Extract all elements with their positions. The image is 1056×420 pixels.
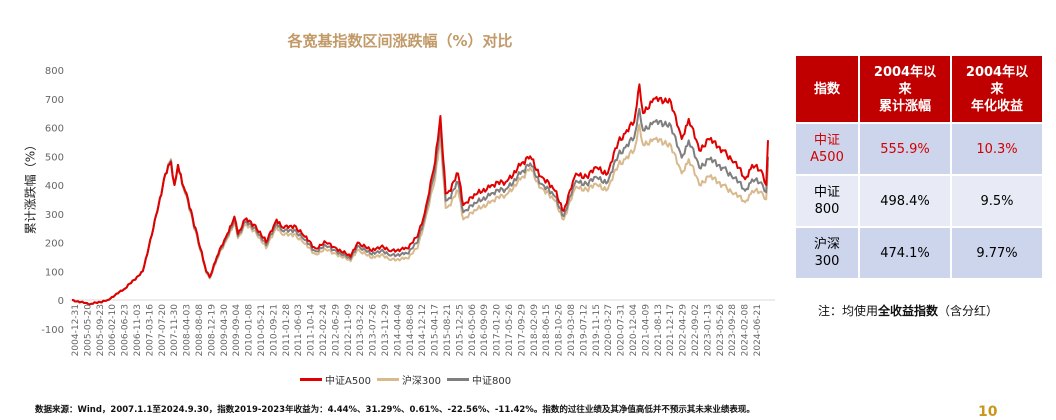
x-tick-label: 2022-04-29 [679,304,689,357]
x-tick-label: 2017-09-29 [517,304,527,357]
series-line-2 [71,107,769,306]
legend-item-a500: 中证A500 [300,372,371,387]
x-tick-label: 2018-10-26 [555,304,565,357]
x-tick-label: 2019-11-15 [592,304,602,356]
cumulative-value: 498.4% [858,174,952,228]
legend-item-800: 中证800 [447,372,511,387]
legend-item-hs300: 沪深300 [376,372,441,387]
x-tick-label: 2015-08-21 [443,304,453,356]
x-tick-label: 2016-09-09 [480,304,490,357]
x-tick-label: 2020-03-27 [604,304,614,356]
y-tick-label: 800 [45,66,64,77]
y-tick-label: 200 [45,239,64,250]
table-row: 沪深 300 474.1% 9.77% [794,226,1044,280]
cumulative-value: 555.9% [858,122,952,176]
x-tick-label: 2020-12-04 [629,304,639,357]
y-tick-label: 700 [45,95,64,106]
x-tick-label: 2024-02-08 [741,304,751,357]
x-tick-label: 2023-09-28 [728,304,738,357]
x-tick-label: 2012-02-24 [319,304,329,357]
x-tick-label: 2021-04-09 [641,304,651,357]
x-tick-label: 2005-09-23 [96,304,106,356]
table-row: 中证 800 498.4% 9.5% [794,174,1044,228]
x-tick-label: 2018-02-09 [530,304,540,357]
x-tick-label: 2014-04-04 [393,304,403,357]
x-tick-label: 2013-03-22 [356,304,366,356]
legend-swatch [447,378,470,381]
x-tick-label: 2017-01-20 [493,304,503,357]
x-tick-label: 2007-03-16 [145,304,155,357]
x-tick-label: 2014-12-12 [418,304,428,356]
x-tick-label: 2004-12-31 [71,304,81,356]
chart-legend: 中证A500 沪深300 中证800 [300,372,511,387]
annualized-value: 9.77% [950,226,1044,280]
y-tick-label: 100 [45,267,64,278]
x-tick-label: 2013-07-26 [369,304,379,357]
x-tick-label: 2011-06-03 [294,304,304,356]
annualized-value: 10.3% [950,122,1044,176]
returns-table: 指数 2004年以来累计涨幅 2004年以来年化收益 中证 A500 555.9%… [794,54,1044,280]
x-tick-label: 2019-03-08 [567,304,577,357]
header-annualized: 2004年以来年化收益 [950,54,1044,124]
x-tick-label: 2006-02-10 [108,304,118,357]
table-header-row: 指数 2004年以来累计涨幅 2004年以来年化收益 [794,54,1044,124]
header-cumulative: 2004年以来累计涨幅 [858,54,952,124]
cumulative-value: 474.1% [858,226,952,280]
x-tick-label: 2023-01-13 [703,304,713,356]
x-tick-label: 2006-11-03 [133,304,143,356]
x-tick-label: 2021-08-13 [654,304,664,356]
x-tick-label: 2005-05-20 [83,304,93,357]
chart-title: 各宽基指数区间涨跌幅（%）对比 [287,32,513,50]
x-tick-label: 2023-05-26 [716,304,726,357]
annualized-value: 9.5% [950,174,1044,228]
x-tick-label: 2009-04-30 [220,304,230,357]
y-tick-label: 300 [45,210,64,221]
line-chart: -100 0 100 200 300 400 500 600 700 800 2004-12-31… [41,66,775,357]
x-tick-label: 2008-08-08 [195,304,205,357]
series-line-0 [71,83,769,306]
x-tick-label: 2010-09-21 [269,304,279,356]
page-number: 10 [978,404,998,420]
x-tick-label: 2012-06-29 [331,304,341,357]
series-line-1 [71,123,769,306]
x-tick-label: 2006-06-23 [121,304,131,356]
index-name: 中证 800 [794,174,860,228]
x-tick-label: 2021-12-17 [666,304,676,356]
y-tick-label: 0 [58,296,64,307]
index-name: 中证 A500 [794,122,860,176]
x-tick-label: 2017-05-26 [505,304,515,357]
x-tick-label: 2010-01-08 [245,304,255,357]
x-tick-label: 2011-01-28 [282,304,292,357]
x-tick-label: 2008-12-19 [207,304,217,357]
legend-swatch [376,378,399,381]
legend-swatch [300,378,322,381]
x-tick-label: 2020-07-31 [617,304,627,356]
x-tick-label: 2009-09-04 [232,304,242,357]
y-tick-label: 600 [45,124,64,135]
index-name: 沪深 300 [794,226,860,280]
x-tick-label: 2011-10-14 [307,304,317,357]
x-tick-label: 2022-09-02 [691,304,701,356]
x-tick-label: 2016-05-06 [468,304,478,357]
source-footnote: 数据来源：Wind，2007.1.1至2024.9.30，指数2019-2023… [35,405,755,415]
x-tick-label: 2019-07-12 [579,304,589,356]
x-tick-label: 2012-11-09 [344,304,354,357]
header-index: 指数 [794,54,860,124]
x-tick-label: 2007-07-20 [158,304,168,357]
note-text: 注：均使用全收益指数（含分红） [818,304,999,318]
x-tick-label: 2018-06-15 [542,304,552,356]
x-tick-label: 2015-12-25 [455,304,465,356]
y-tick-label: 500 [45,152,64,163]
x-tick-label: 2007-11-30 [170,304,180,357]
x-tick-label: 2008-04-03 [183,304,193,356]
x-tick-label: 2010-05-21 [257,304,267,356]
y-tick-label: 400 [45,181,64,192]
x-tick-label: 2015-04-17 [431,304,441,356]
y-axis-label: 累计涨跌幅（%） [23,138,38,235]
table-row: 中证 A500 555.9% 10.3% [794,122,1044,176]
x-tick-label: 2014-08-08 [406,304,416,357]
y-tick-label: -100 [41,325,64,336]
x-tick-label: 2013-11-29 [381,304,391,357]
x-tick-label: 2024-06-21 [753,304,763,356]
